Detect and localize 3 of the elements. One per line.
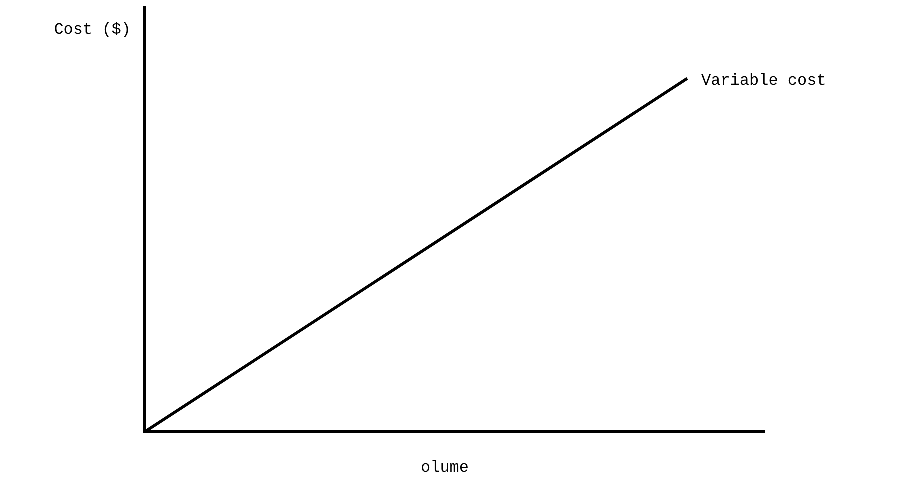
x-axis-title: olume <box>420 459 470 478</box>
series-label: Variable cost <box>702 72 826 90</box>
y-axis-title: Cost ($) <box>54 21 131 40</box>
